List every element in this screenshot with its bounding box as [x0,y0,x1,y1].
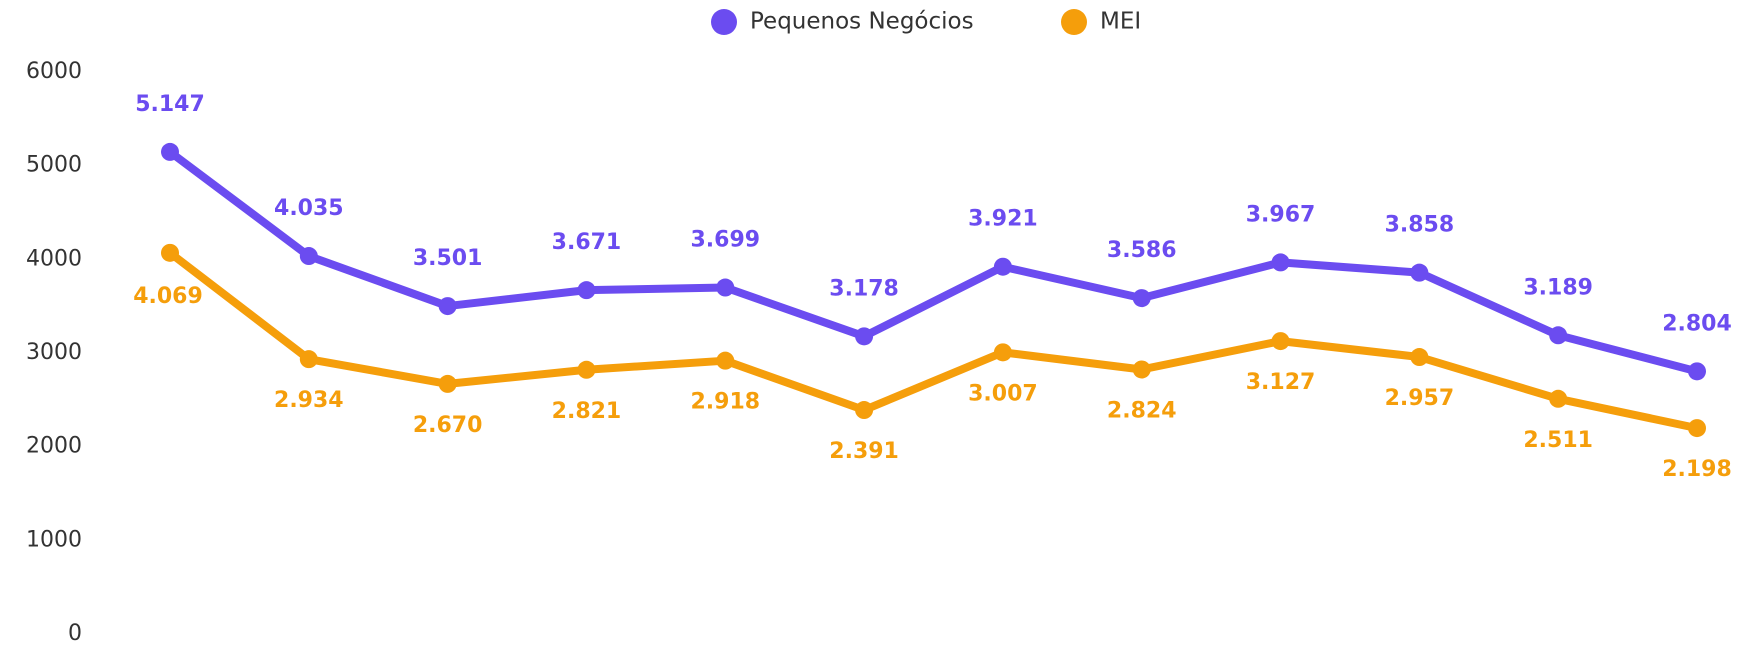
data-point [1549,389,1568,408]
value-label: 2.957 [1385,386,1455,411]
data-point [438,374,457,393]
y-tick-label: 6000 [26,59,82,84]
series-line [166,248,1701,433]
value-label: 3.007 [968,381,1038,406]
value-label: 2.511 [1523,428,1593,453]
value-label: 3.586 [1107,238,1177,263]
data-point [1271,332,1290,351]
value-label: 4.069 [133,284,203,309]
data-point [1688,362,1706,381]
legend-label: MEI [1100,9,1141,35]
data-point [1549,326,1568,345]
value-label: 4.035 [274,196,344,221]
data-point [299,350,318,369]
y-tick-label: 2000 [26,434,82,459]
data-point [577,360,596,379]
value-label: 2.670 [413,413,483,438]
y-tick-label: 5000 [26,153,82,178]
value-label: 3.858 [1385,213,1455,238]
value-label: 2.198 [1662,457,1732,482]
series-line [166,147,1701,376]
value-label: 2.934 [274,388,344,413]
value-label: 5.147 [135,92,205,117]
value-label: 3.967 [1246,202,1316,227]
value-label: 2.824 [1107,398,1177,423]
data-point [1688,419,1706,438]
data-point [855,327,874,346]
data-point [1132,289,1151,308]
value-label: 3.189 [1523,275,1593,300]
value-label: 2.391 [829,439,899,464]
data-point [161,243,179,262]
data-point [1132,360,1151,379]
data-point [299,247,318,266]
value-label: 3.671 [552,230,622,255]
value-label: 3.921 [968,207,1038,232]
value-label: 3.127 [1246,370,1316,395]
data-point [993,257,1012,276]
data-point [1271,253,1290,272]
data-point [161,142,179,161]
value-label: 3.501 [413,246,483,271]
data-point [1410,263,1429,282]
y-tick-label: 4000 [26,246,82,271]
value-label: 2.821 [552,399,622,424]
value-label: 2.918 [690,390,760,415]
legend-swatch [711,9,737,35]
data-point [577,281,596,300]
value-label: 3.178 [829,276,899,301]
y-tick-label: 3000 [26,340,82,365]
data-point [716,278,735,297]
data-point [438,297,457,316]
data-point [855,401,874,420]
legend-swatch [1061,9,1087,35]
data-point [1410,348,1429,367]
y-tick-label: 1000 [26,527,82,552]
data-point [993,343,1012,362]
y-tick-label: 0 [68,621,82,646]
value-label: 2.804 [1662,311,1732,336]
legend-label: Pequenos Negócios [750,9,974,35]
data-point [716,351,735,370]
value-label: 3.699 [690,228,760,253]
